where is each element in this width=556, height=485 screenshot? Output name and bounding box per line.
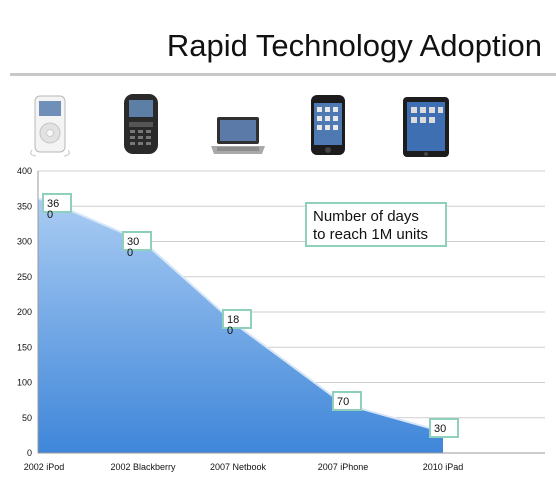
y-tick-label: 0 (27, 448, 32, 458)
x-axis: 2002 iPod 2002 Blackberry 2007 Netbook 2007… (24, 452, 545, 472)
data-label: 18 (227, 314, 239, 326)
data-label: 70 (337, 396, 349, 408)
data-label: 30 (127, 236, 139, 248)
y-tick-label: 250 (17, 272, 32, 282)
annotation-line-2: to reach 1M units (313, 226, 429, 243)
x-tick-label: 2007 Netbook (210, 462, 267, 472)
y-axis: 0 50 100 150 200 250 300 350 400 (17, 166, 39, 458)
y-tick-label: 100 (17, 378, 32, 388)
x-tick-label: 2002 Blackberry (110, 462, 176, 472)
y-tick-label: 400 (17, 166, 32, 176)
data-label-box (122, 231, 152, 251)
y-tick-label: 50 (22, 413, 32, 423)
x-tick-label: 2002 iPod (24, 462, 65, 472)
x-tick-label: 2010 iPad (423, 462, 464, 472)
data-label-box (332, 391, 362, 411)
data-label: 36 (47, 198, 59, 210)
y-tick-label: 350 (17, 201, 32, 211)
data-label: 30 (434, 423, 446, 435)
data-label-box (429, 418, 459, 438)
annotation-line-1: Number of days (313, 208, 419, 225)
data-label: 0 (47, 209, 53, 221)
iphone-icon (311, 95, 345, 155)
data-label: 0 (127, 247, 133, 259)
chart-annotation: Number of days to reach 1M units (305, 202, 447, 247)
blackberry-icon (124, 94, 158, 154)
area-fill (38, 199, 443, 453)
x-tick-label: 2007 iPhone (318, 462, 369, 472)
y-tick-label: 150 (17, 342, 32, 352)
netbook-icon (211, 117, 265, 154)
data-label: 0 (227, 325, 233, 337)
ipad-icon (403, 97, 449, 157)
page-title: Rapid Technology Adoption (166, 28, 542, 63)
y-tick-label: 200 (17, 307, 32, 317)
data-label-box (222, 309, 252, 329)
ipod-icon (30, 95, 70, 157)
y-tick-label: 300 (17, 237, 32, 247)
title-divider (10, 73, 556, 76)
data-label-box (42, 193, 72, 213)
